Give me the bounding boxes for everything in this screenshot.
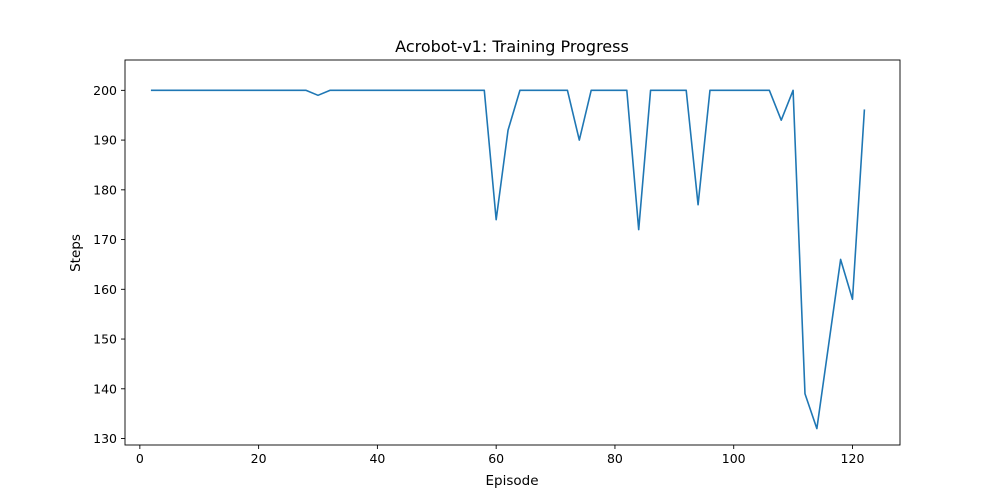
y-axis: 130 140 150 160 170 180 190 200 [93, 83, 125, 446]
y-tick-label: 180 [93, 182, 117, 197]
plot-frame [124, 59, 901, 446]
series-layer [150, 89, 866, 430]
y-tick-label: 140 [93, 381, 117, 396]
x-tick-label: 100 [722, 451, 746, 466]
y-axis-label: Steps [68, 234, 84, 272]
x-tick-label: 80 [607, 451, 623, 466]
y-tick-label: 150 [93, 332, 117, 347]
x-tick-label: 20 [251, 451, 267, 466]
x-axis: 0 20 40 60 80 100 120 [136, 445, 865, 466]
y-tick-label: 170 [93, 232, 117, 247]
plot-area: 0 20 40 60 80 100 120 130 140 150 160 170 180 190 200 [93, 59, 901, 466]
x-tick-label: 60 [488, 451, 504, 466]
chart-title: Acrobot-v1: Training Progress [395, 37, 629, 56]
y-tick-label: 130 [93, 431, 117, 446]
x-tick-label: 0 [136, 451, 144, 466]
y-tick-label: 200 [93, 83, 117, 98]
x-axis-label: Episode [485, 473, 538, 489]
x-tick-label: 120 [841, 451, 865, 466]
series-line-0 [150, 89, 866, 430]
x-tick-label: 40 [369, 451, 385, 466]
y-tick-label: 190 [93, 133, 117, 148]
y-tick-label: 160 [93, 282, 117, 297]
